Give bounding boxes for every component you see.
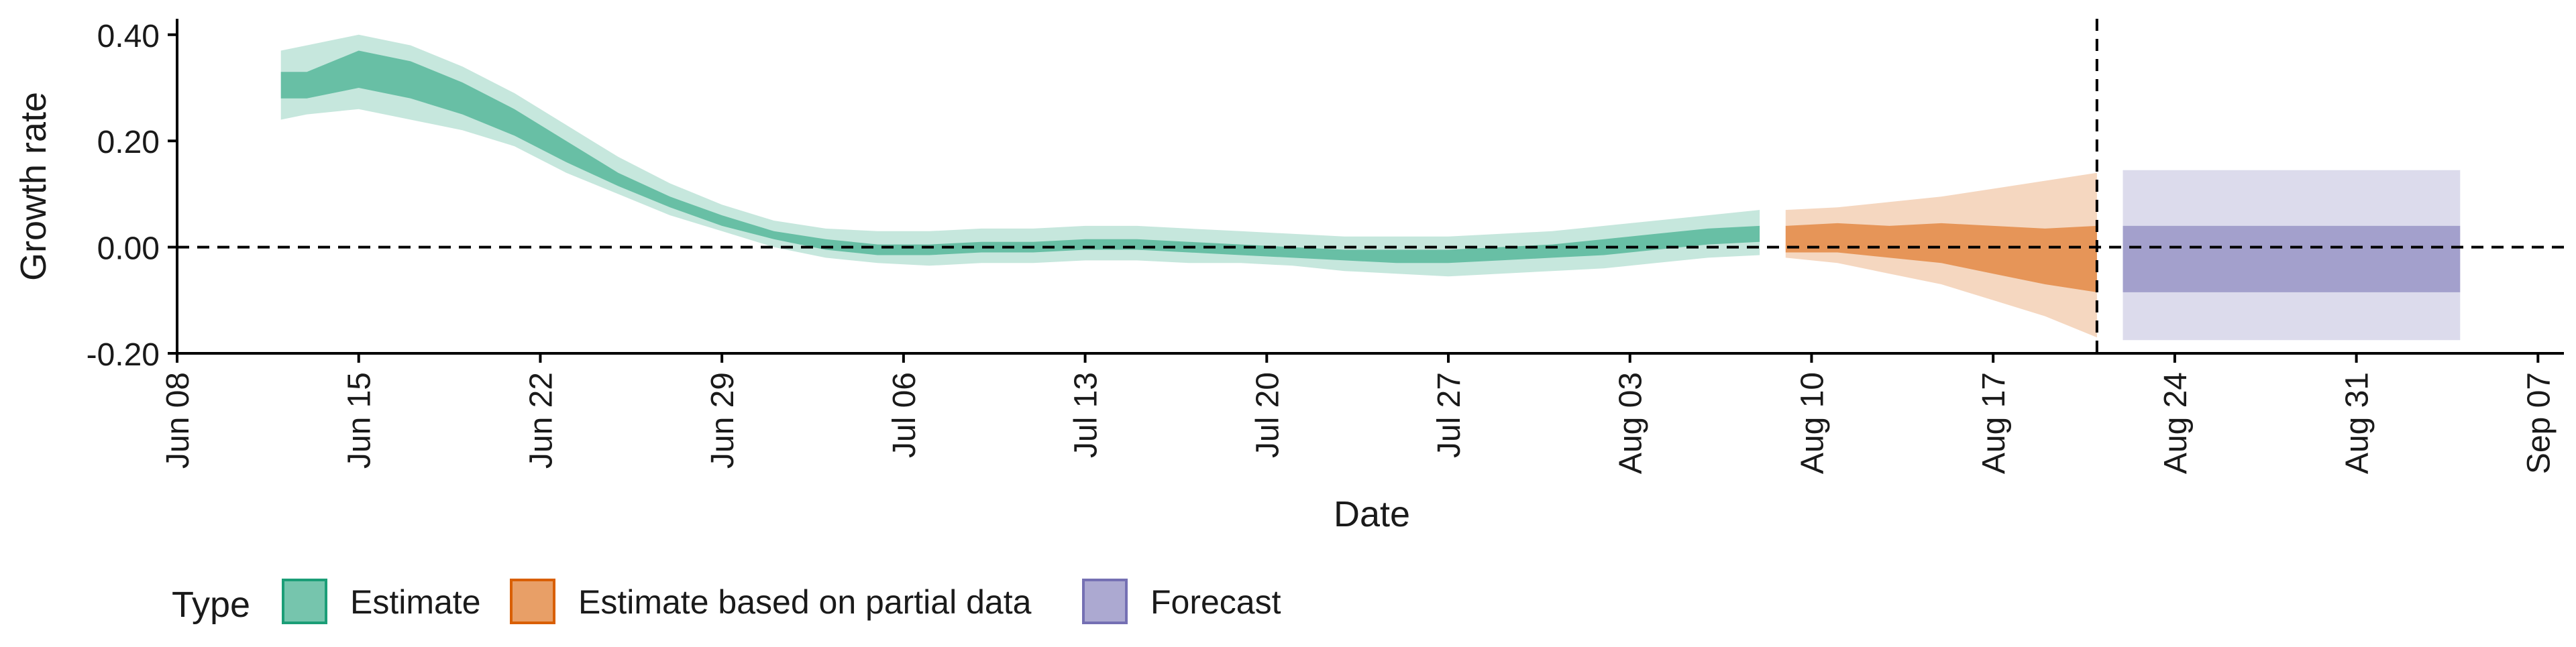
legend-label: Estimate based on partial data: [578, 583, 1032, 621]
axes-layer: -0.20 0.00 0.20 0.40 Jun 08 Jun 15 Jun 22 Jun 2…: [87, 19, 2564, 474]
x-tick-label: Aug 03: [1613, 372, 1649, 474]
legend: Type Estimate Estimate based on partial d…: [172, 579, 1281, 625]
legend-entries: Estimate Estimate based on partial data Fo…: [282, 579, 1281, 624]
legend-key: [282, 579, 327, 624]
x-axis-label: Date: [1334, 494, 1410, 534]
forecast-inner-band: [2123, 225, 2461, 292]
x-tick-label: Jun 15: [342, 372, 378, 469]
x-tick-label: Jun 08: [160, 372, 196, 469]
x-tick-label: Jul 20: [1250, 372, 1285, 458]
bands-layer: [280, 34, 2461, 341]
x-tick-label: Sep 07: [2521, 372, 2557, 474]
legend-label: Estimate: [350, 583, 481, 621]
estimate-outer-band: [280, 34, 1760, 277]
x-tick-label: Jun 29: [705, 372, 741, 469]
y-axis-label: Growth rate: [13, 92, 54, 281]
y-tick-label: 0.00: [97, 231, 160, 267]
estimate-based-on-partial-data-inner-band: [1785, 223, 2097, 292]
x-tick-label: Jul 06: [887, 372, 922, 458]
estimate-inner-band: [280, 50, 1760, 263]
legend-key: [510, 579, 555, 624]
y-tick-label: 0.40: [97, 19, 160, 54]
x-tick-label: Jul 27: [1432, 372, 1467, 458]
y-tick-label: -0.20: [87, 337, 160, 373]
x-tick-label: Jul 13: [1069, 372, 1104, 458]
x-tick-label: Aug 24: [2158, 372, 2194, 474]
legend-title: Type: [172, 585, 250, 625]
x-tick-label: Aug 10: [1795, 372, 1831, 474]
x-tick-label: Aug 31: [2340, 372, 2375, 474]
legend-label: Forecast: [1150, 583, 1281, 621]
reference-lines-layer: [177, 19, 2564, 353]
y-tick-label: 0.20: [97, 125, 160, 160]
x-tick-label: Aug 17: [1976, 372, 2012, 474]
x-tick-label: Jun 22: [523, 372, 559, 469]
legend-key: [1082, 579, 1128, 624]
